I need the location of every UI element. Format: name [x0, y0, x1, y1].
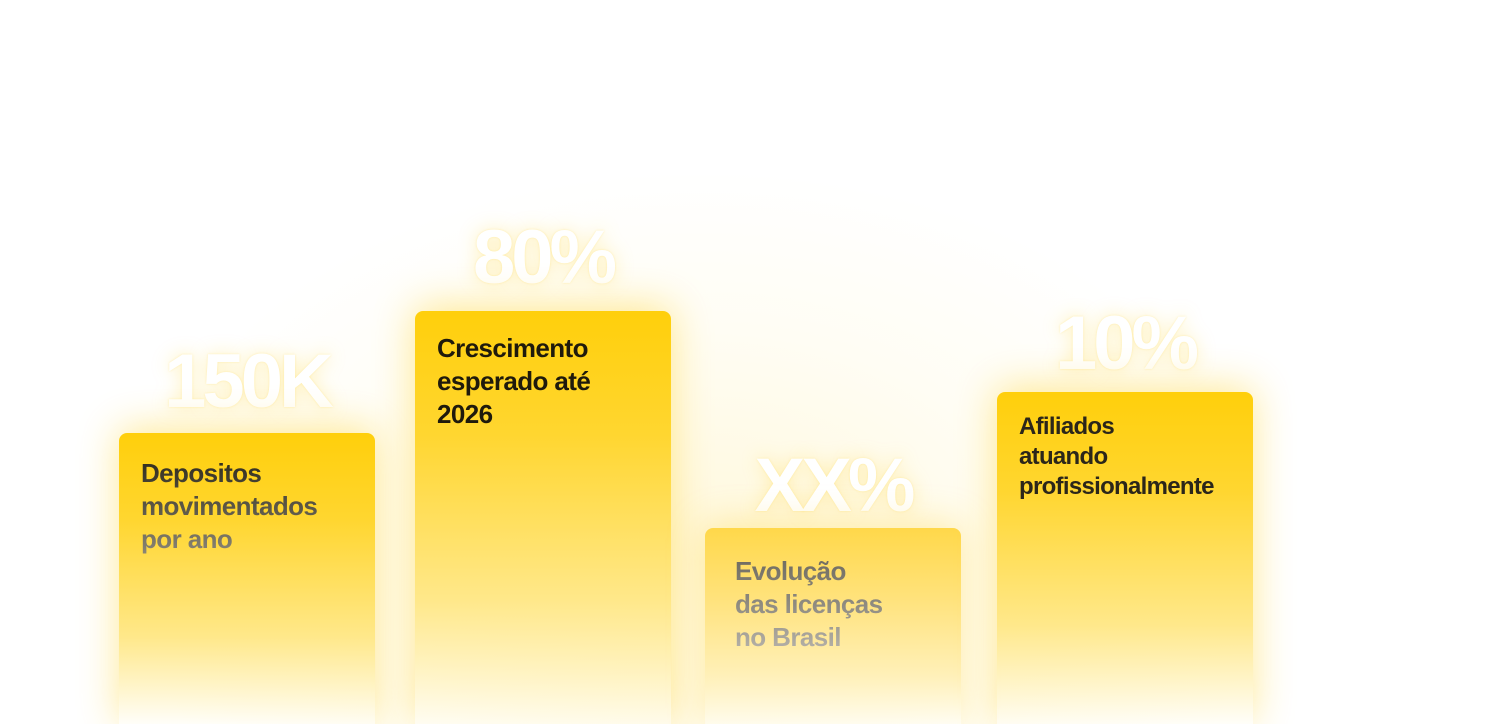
stat-value: 10%	[1054, 301, 1199, 386]
stat-value: 80%	[472, 215, 617, 300]
stat-label: Evolução das licenças no Brasil	[735, 555, 949, 654]
stat-card: Evolução das licenças no Brasil	[705, 528, 961, 724]
stat-value: 150K	[164, 339, 334, 424]
stat-value: XX%	[754, 443, 916, 528]
stat-label: Afiliados atuando profissionalmente	[1019, 413, 1215, 500]
stat-label: Depositos movimentados por ano	[141, 457, 363, 556]
stat-card: Depositos movimentados por ano	[119, 433, 375, 724]
stat-label: Crescimento esperado até 2026	[437, 333, 591, 429]
stat-card: Crescimento esperado até 2026	[415, 311, 671, 724]
stat-card: Afiliados atuando profissionalmente	[997, 392, 1253, 724]
